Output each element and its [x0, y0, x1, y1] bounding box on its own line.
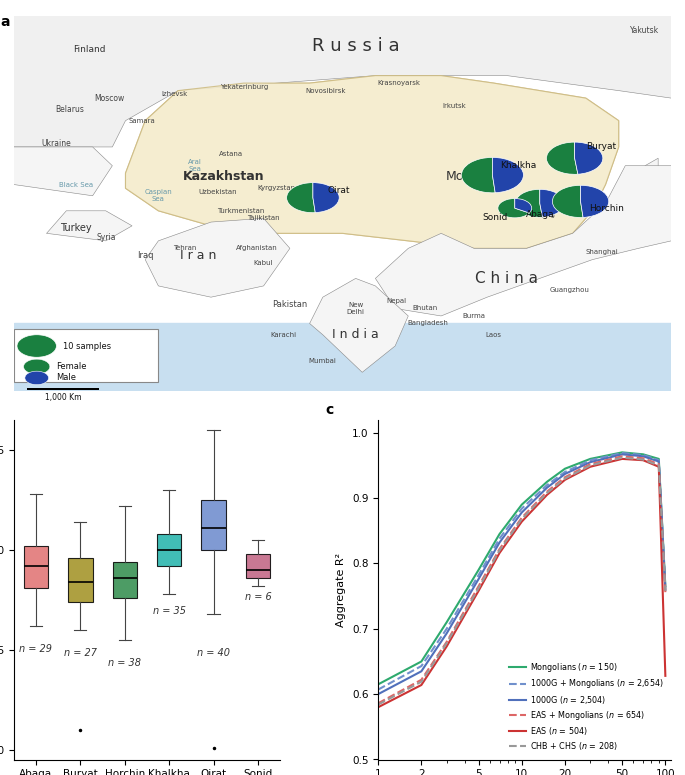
PathPatch shape: [125, 76, 619, 248]
Text: Kabul: Kabul: [254, 260, 273, 267]
Text: Tajikistan: Tajikistan: [247, 215, 280, 222]
Bar: [27, 388, 99, 391]
PathPatch shape: [68, 558, 92, 601]
Text: c: c: [325, 403, 334, 417]
Text: 1,000 Km: 1,000 Km: [45, 393, 82, 402]
Text: Karachi: Karachi: [271, 332, 297, 338]
Text: Novosibirsk: Novosibirsk: [306, 88, 347, 94]
Text: Abaga: Abaga: [525, 210, 554, 219]
Text: n = 35: n = 35: [153, 605, 186, 615]
Text: I r a n: I r a n: [179, 250, 216, 263]
PathPatch shape: [47, 211, 132, 241]
Text: Burma: Burma: [462, 313, 486, 319]
Text: n = 38: n = 38: [108, 657, 141, 667]
Text: Female: Female: [56, 362, 87, 371]
Text: New
Delhi: New Delhi: [347, 302, 364, 315]
Text: Khalkha: Khalkha: [501, 161, 537, 170]
Bar: [244, 335, 671, 391]
Y-axis label: Aggregate R²: Aggregate R²: [336, 553, 347, 627]
Text: Nepal: Nepal: [386, 298, 406, 304]
Text: Bhutan: Bhutan: [412, 305, 437, 312]
Text: Krasnoyarsk: Krasnoyarsk: [377, 80, 420, 86]
Text: Moscow: Moscow: [94, 94, 124, 102]
PathPatch shape: [145, 219, 290, 297]
Wedge shape: [17, 335, 56, 357]
Text: Yekaterinburg: Yekaterinburg: [220, 84, 268, 90]
Text: Horchin: Horchin: [589, 205, 624, 213]
PathPatch shape: [201, 500, 226, 549]
Text: Urumqi: Urumqi: [300, 204, 326, 210]
Wedge shape: [515, 189, 543, 217]
Wedge shape: [552, 185, 583, 218]
Text: Laos: Laos: [486, 332, 501, 338]
Text: Tehran: Tehran: [173, 246, 197, 251]
Text: C h i n a: C h i n a: [475, 271, 538, 286]
Wedge shape: [286, 183, 315, 212]
Text: Finland: Finland: [73, 45, 105, 53]
Text: Kazakhstan: Kazakhstan: [184, 170, 265, 184]
Text: Black Sea: Black Sea: [59, 181, 93, 188]
Wedge shape: [313, 183, 339, 212]
Text: n = 40: n = 40: [197, 648, 230, 657]
Text: Aral
Sea: Aral Sea: [188, 159, 201, 172]
PathPatch shape: [14, 16, 671, 147]
Text: Sonid: Sonid: [482, 213, 508, 222]
Wedge shape: [462, 157, 495, 193]
Text: Shanghai: Shanghai: [586, 249, 619, 255]
PathPatch shape: [14, 147, 112, 196]
Wedge shape: [575, 142, 603, 174]
Text: I n d i a: I n d i a: [332, 329, 379, 341]
Text: Irkutsk: Irkutsk: [443, 102, 466, 109]
Text: a: a: [1, 16, 10, 29]
PathPatch shape: [112, 562, 137, 598]
PathPatch shape: [157, 534, 182, 566]
Text: Izhevsk: Izhevsk: [162, 91, 188, 98]
Wedge shape: [25, 371, 49, 384]
Text: n = 29: n = 29: [19, 643, 53, 653]
Text: Samara: Samara: [129, 118, 155, 124]
Bar: [14, 323, 671, 391]
Wedge shape: [547, 142, 578, 174]
Text: Afghanistan: Afghanistan: [236, 246, 278, 251]
Text: Oirat: Oirat: [328, 186, 351, 195]
PathPatch shape: [645, 158, 658, 184]
Text: Turkmenistan: Turkmenistan: [217, 208, 264, 214]
Text: Ukraine: Ukraine: [42, 139, 71, 148]
Bar: [14, 329, 158, 382]
PathPatch shape: [375, 166, 671, 316]
Text: Uzbekistan: Uzbekistan: [198, 189, 237, 195]
Text: Beijing: Beijing: [531, 212, 555, 218]
Text: Belarus: Belarus: [55, 105, 84, 114]
Text: Caspian
Sea: Caspian Sea: [145, 189, 172, 202]
PathPatch shape: [125, 76, 619, 248]
Wedge shape: [540, 189, 564, 217]
Text: R u s s i a: R u s s i a: [312, 36, 399, 54]
Text: Mongolia: Mongolia: [446, 170, 502, 184]
Text: Iraq: Iraq: [137, 251, 153, 260]
PathPatch shape: [246, 553, 270, 577]
Wedge shape: [493, 157, 523, 193]
Text: Yakutsk: Yakutsk: [630, 26, 660, 35]
Text: Syria: Syria: [96, 232, 116, 242]
Text: Pakistan: Pakistan: [272, 300, 308, 309]
Text: n = 6: n = 6: [245, 591, 271, 601]
Wedge shape: [515, 198, 532, 213]
Wedge shape: [498, 198, 530, 218]
Wedge shape: [23, 359, 50, 374]
Wedge shape: [581, 185, 609, 218]
Text: Buryat: Buryat: [586, 143, 616, 151]
PathPatch shape: [24, 546, 48, 587]
Text: Guangzhou: Guangzhou: [549, 287, 589, 293]
Text: 10 samples: 10 samples: [63, 342, 111, 350]
Text: Male: Male: [56, 374, 77, 382]
Text: n = 27: n = 27: [64, 648, 97, 657]
Legend: Mongolians ($n$ = 150), 1000G + Mongolians ($n$ = 2,654), 1000G ($n$ = 2,504), E: Mongolians ($n$ = 150), 1000G + Mongolia…: [506, 658, 667, 756]
PathPatch shape: [310, 278, 408, 372]
Text: Bangladesh: Bangladesh: [408, 321, 449, 326]
Text: Astana: Astana: [219, 151, 242, 157]
Text: Turkey: Turkey: [60, 222, 92, 232]
Text: Kyrgyzstan: Kyrgyzstan: [258, 185, 296, 191]
Text: Mumbai: Mumbai: [309, 358, 337, 364]
